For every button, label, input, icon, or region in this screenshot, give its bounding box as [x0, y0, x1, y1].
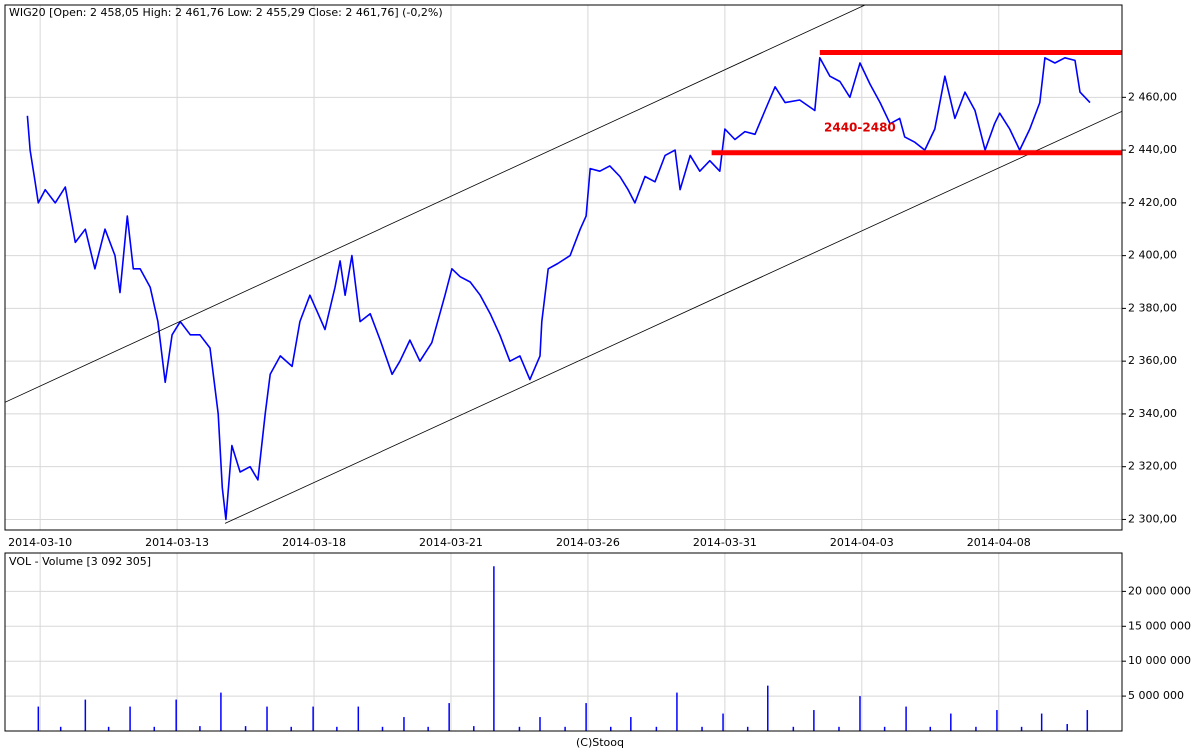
volume-bar: [493, 566, 495, 731]
y-tick-label: 20 000 000: [1128, 584, 1191, 597]
x-tick-label: 2014-04-08: [967, 536, 1031, 549]
volume-bar: [859, 696, 861, 731]
footer: (C)Stooq: [576, 736, 624, 749]
volume-panel: 5 000 000 10 000 000 15 000 000 20 000 000: [4, 552, 1191, 732]
volume-bar: [129, 706, 131, 731]
volume-bar: [199, 726, 201, 731]
volume-title: VOL - Volume [3 092 305]: [9, 555, 151, 568]
price-line: [26, 57, 1091, 521]
volume-bar: [1020, 726, 1023, 731]
volume-bar: [448, 703, 450, 731]
y-tick-label: 2 460,00: [1128, 90, 1177, 103]
volume-bar: [1086, 710, 1089, 731]
volume-bar: [883, 726, 886, 731]
volume-bar: [312, 706, 314, 731]
volume-bar: [975, 726, 977, 731]
volume-bar: [996, 710, 998, 731]
y-tick-label: 10 000 000: [1128, 654, 1191, 667]
volume-bar: [244, 726, 247, 731]
annotation: 2440-2480: [824, 121, 896, 135]
volume-bar: [929, 726, 932, 731]
volume-bar: [266, 706, 268, 731]
y-tick-label: 15 000 000: [1128, 619, 1191, 632]
volume-bar: [403, 717, 405, 731]
volume-bar: [609, 726, 612, 731]
volume-bar: [813, 710, 815, 731]
channel-line: [224, 110, 1122, 524]
volume-bar: [838, 726, 840, 731]
volume-bar: [585, 703, 587, 731]
y-tick-label: 2 400,00: [1128, 249, 1177, 262]
volume-bar: [722, 713, 724, 731]
volume-bar: [746, 726, 749, 731]
plot-frame: [4, 4, 1123, 531]
y-tick-label: 2 300,00: [1128, 512, 1177, 525]
x-tick-label: 2014-03-10: [8, 536, 72, 549]
volume-bar: [701, 726, 703, 731]
volume-bar: [336, 726, 338, 731]
volume-bar: [905, 706, 907, 731]
volume-bar: [175, 699, 177, 731]
volume-bar: [1066, 724, 1068, 731]
volume-bar: [564, 726, 566, 731]
y-tick-label: 2 420,00: [1128, 196, 1177, 209]
volume-bar: [220, 692, 222, 731]
y-tick-label: 2 380,00: [1128, 301, 1177, 314]
volume-bar: [1040, 713, 1043, 731]
chart-title: WIG20 [Open: 2 458,05 High: 2 461,76 Low…: [9, 6, 443, 19]
y-tick-label: 2 440,00: [1128, 143, 1177, 156]
x-tick-label: 2014-03-18: [282, 536, 346, 549]
volume-bar: [290, 726, 292, 731]
x-tick-label: 2014-03-31: [693, 536, 757, 549]
x-tick-label: 2014-03-26: [556, 536, 620, 549]
volume-bar: [767, 685, 769, 731]
volume-bar: [539, 717, 541, 731]
volume-bar: [153, 726, 156, 731]
volume-bar: [630, 717, 632, 731]
price-panel: 2014-03-10 2014-03-13 2014-03-18 2014-03-21…: [4, 4, 1177, 549]
volume-bar: [792, 726, 795, 731]
volume-bar: [473, 726, 475, 731]
x-tick-label: 2014-03-21: [419, 536, 483, 549]
plot-frame: [4, 552, 1123, 732]
volume-bar: [518, 726, 521, 731]
x-tick-label: 2014-04-03: [830, 536, 894, 549]
y-tick-label: 2 360,00: [1128, 354, 1177, 367]
volume-bar: [107, 726, 110, 731]
y-tick-label: 5 000 000: [1128, 689, 1184, 702]
volume-bar: [655, 726, 658, 731]
volume-bar: [950, 713, 952, 731]
volume-bar: [37, 706, 40, 731]
y-tick-label: 2 340,00: [1128, 407, 1177, 420]
volume-bar: [84, 699, 87, 731]
y-tick-label: 2 320,00: [1128, 460, 1177, 473]
x-tick-label: 2014-03-13: [145, 536, 209, 549]
volume-bar: [676, 692, 678, 731]
channel-line: [5, 5, 866, 403]
volume-bar: [357, 706, 360, 731]
volume-bar: [427, 726, 429, 731]
volume-bar: [381, 726, 384, 731]
volume-bar: [59, 726, 62, 731]
